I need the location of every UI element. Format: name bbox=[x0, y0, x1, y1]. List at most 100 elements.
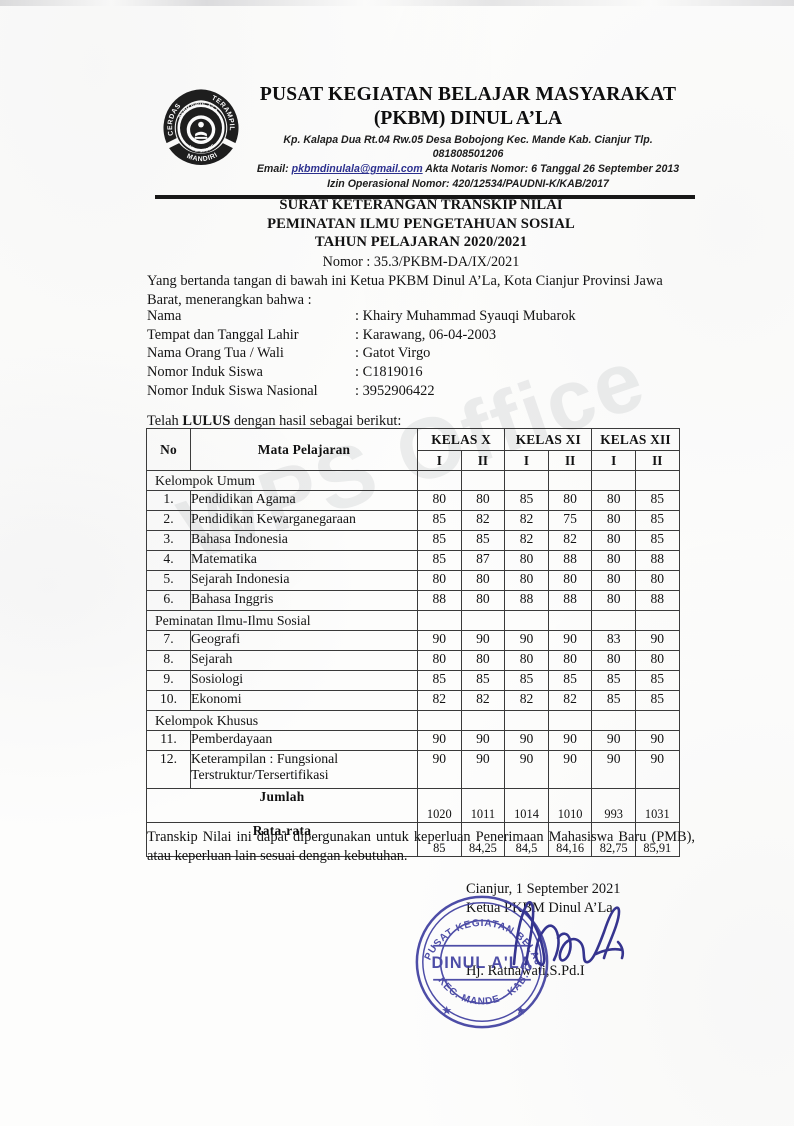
row-value: 90 bbox=[635, 730, 680, 751]
row-value: 85 bbox=[591, 690, 636, 711]
row-no: 10. bbox=[146, 690, 191, 711]
row-subject: Pendidikan Kewarganegaraan bbox=[190, 510, 418, 531]
row-value: 82 bbox=[547, 690, 593, 711]
row-value: 85 bbox=[417, 510, 462, 531]
row-value: 90 bbox=[547, 630, 593, 651]
table-group-row: Kelompok Khusus bbox=[146, 710, 680, 731]
row-value: 82 bbox=[460, 690, 506, 711]
row-value: 90 bbox=[504, 730, 549, 751]
row-value: 80 bbox=[591, 550, 636, 571]
summary-label: Jumlah bbox=[146, 788, 418, 823]
group-label: Kelompok Khusus bbox=[146, 710, 418, 731]
row-value: 85 bbox=[635, 530, 680, 551]
summary-value: 85,91 bbox=[635, 822, 680, 857]
row-no: 5. bbox=[146, 570, 191, 591]
table-row: 10. Ekonomi 82 82 82 82 85 85 bbox=[146, 690, 680, 711]
header-sem: I bbox=[504, 450, 549, 471]
identity-label: Nama bbox=[147, 308, 182, 324]
identity-label: Tempat dan Tanggal Lahir bbox=[147, 326, 299, 343]
logo-container: CERDAS TERAMPIL MANDIRI PKBM DINUL A'LA bbox=[155, 84, 247, 170]
table-group-row: Peminatan Ilmu-Ilmu Sosial bbox=[146, 610, 680, 631]
row-value: 80 bbox=[460, 490, 506, 511]
group-blank bbox=[460, 710, 506, 731]
table-row: 2. Pendidikan Kewarganegaraan 85 82 82 7… bbox=[146, 510, 680, 531]
row-value: 80 bbox=[635, 570, 680, 591]
row-subject: Sejarah bbox=[190, 650, 418, 671]
row-value: 90 bbox=[460, 730, 506, 751]
grades-table: No Mata Pelajaran KELAS X KELAS XI KELAS… bbox=[146, 428, 680, 857]
row-value: 87 bbox=[460, 550, 506, 571]
identity-label: Nomor Induk Siswa Nasional bbox=[147, 382, 318, 399]
row-value: 90 bbox=[635, 630, 680, 651]
row-no: 6. bbox=[146, 590, 191, 611]
operational-permit: Izin Operasional Nomor: 420/12534/PAUDNI… bbox=[327, 177, 609, 190]
row-value: 85 bbox=[460, 530, 506, 551]
identity-row: Nomor Induk Siswa Nasional : 3952906422 bbox=[147, 382, 695, 401]
row-value: 85 bbox=[635, 690, 680, 711]
row-no: 2. bbox=[146, 510, 191, 531]
identity-row: Tempat dan Tanggal Lahir : Karawang, 06-… bbox=[147, 326, 695, 345]
row-value: 80 bbox=[591, 530, 636, 551]
row-value: 80 bbox=[504, 550, 549, 571]
table-summary-row: Rata-rata 85 84,25 84,5 84,16 82,75 85,9… bbox=[146, 822, 680, 857]
letterhead-divider bbox=[155, 195, 695, 200]
row-value: 85 bbox=[460, 670, 506, 691]
row-value: 80 bbox=[504, 570, 549, 591]
group-blank bbox=[547, 610, 593, 631]
identity-row: Nama : Khairy Muhammad Syauqi Mubarok bbox=[147, 307, 695, 326]
summary-label: Rata-rata bbox=[146, 822, 418, 857]
row-value: 82 bbox=[417, 690, 462, 711]
row-value: 82 bbox=[504, 530, 549, 551]
row-value: 90 bbox=[591, 750, 636, 789]
table-row: 9. Sosiologi 85 85 85 85 85 85 bbox=[146, 670, 680, 691]
notary-info: Akta Notaris Nomor: 6 Tanggal 26 Septemb… bbox=[425, 163, 680, 176]
group-blank bbox=[591, 710, 636, 731]
summary-value: 84,16 bbox=[547, 822, 593, 857]
row-value: 90 bbox=[460, 750, 506, 789]
letterhead: CERDAS TERAMPIL MANDIRI PKBM DINUL A'LA bbox=[155, 84, 695, 200]
table-summary-row: Jumlah 1020 1011 1014 1010 993 1031 bbox=[146, 788, 680, 823]
identity-label: Nomor Induk Siswa bbox=[147, 364, 263, 381]
header-sem: I bbox=[591, 450, 636, 471]
table-group-row: Kelompok Umum bbox=[146, 470, 680, 491]
row-value: 80 bbox=[635, 650, 680, 671]
group-blank bbox=[504, 610, 549, 631]
table-row: 1. Pendidikan Agama 80 80 85 80 80 85 bbox=[146, 490, 680, 511]
grades-table-container: No Mata Pelajaran KELAS X KELAS XI KELAS… bbox=[146, 428, 680, 857]
row-value: 82 bbox=[547, 530, 593, 551]
row-value: 82 bbox=[504, 690, 549, 711]
student-identity-block: Nama : Khairy Muhammad Syauqi Mubarok Te… bbox=[147, 307, 695, 401]
row-value: 90 bbox=[504, 630, 549, 651]
row-value: 88 bbox=[635, 550, 680, 571]
row-value: 82 bbox=[460, 510, 506, 531]
row-no: 3. bbox=[146, 530, 191, 551]
row-value: 80 bbox=[591, 590, 636, 611]
row-value: 80 bbox=[591, 490, 636, 511]
email-address-link[interactable]: pkbmdinulala@gmail.com bbox=[291, 163, 423, 176]
row-no: 9. bbox=[146, 670, 191, 691]
row-subject: Sosiologi bbox=[190, 670, 418, 691]
row-value: 90 bbox=[635, 750, 680, 789]
summary-value: 1031 bbox=[635, 788, 680, 823]
group-blank bbox=[417, 470, 462, 491]
row-value: 80 bbox=[547, 490, 593, 511]
org-phone: 081808501206 bbox=[432, 148, 504, 161]
document-number: Nomor : 35.3/PKBM-DA/IX/2021 bbox=[322, 254, 520, 271]
row-value: 80 bbox=[417, 650, 462, 671]
group-blank bbox=[591, 470, 636, 491]
group-blank bbox=[635, 610, 680, 631]
summary-value: 1010 bbox=[547, 788, 593, 823]
table-row: 7. Geografi 90 90 90 90 83 90 bbox=[146, 630, 680, 651]
row-no: 4. bbox=[146, 550, 191, 571]
row-value: 85 bbox=[635, 510, 680, 531]
group-blank bbox=[417, 710, 462, 731]
header-group-kelas-x: KELAS X bbox=[416, 428, 506, 451]
group-label: Peminatan Ilmu-Ilmu Sosial bbox=[146, 610, 418, 631]
group-blank bbox=[504, 470, 549, 491]
table-row: 3. Bahasa Indonesia 85 85 82 82 80 85 bbox=[146, 530, 680, 551]
row-value: 82 bbox=[504, 510, 549, 531]
row-value: 85 bbox=[635, 490, 680, 511]
summary-value: 1020 bbox=[417, 788, 462, 823]
row-value: 90 bbox=[417, 730, 462, 751]
group-blank bbox=[591, 610, 636, 631]
